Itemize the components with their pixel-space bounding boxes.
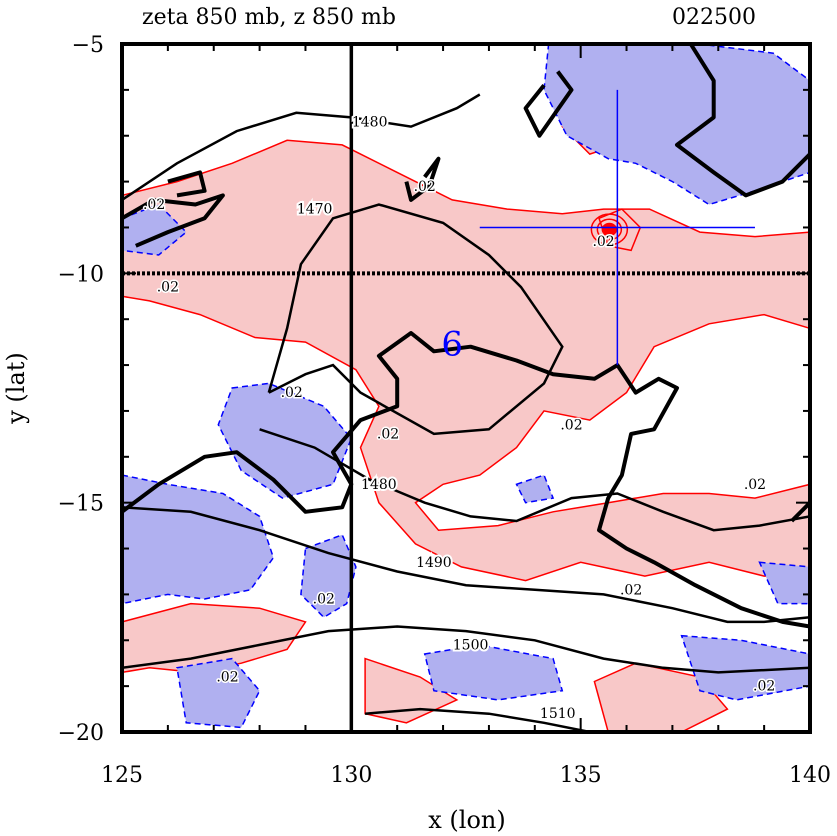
vortex-contour [601,222,618,237]
x-tick-label: 140 [789,763,831,788]
positive-vorticity-region [122,139,810,582]
chart-title: zeta 850 mb, z 850 mb [142,5,396,30]
vorticity-contour-label: .02 [592,234,614,250]
height-contour-label: 1490 [416,555,452,571]
negative-vorticity-region [217,382,353,499]
x-tick-label: 130 [330,763,372,788]
height-contour-label: 1480 [361,477,397,493]
coastline [404,156,441,202]
vorticity-contour-label: .02 [744,477,766,493]
x-tick-label: 125 [101,763,143,788]
height-contour-label: 1510 [540,706,576,722]
x-axis-label: x (lon) [428,806,505,834]
vorticity-contour-label: .02 [216,670,238,686]
vorticity-contour-label: .02 [414,179,436,195]
coastline [790,500,810,540]
height-contour-1500 [122,625,810,674]
vorticity-contour-label: .02 [620,582,642,598]
vorticity-contour-label: .02 [281,385,303,401]
tick-labels: 125 130 135 140 −5 −10 −15 −20 [58,33,831,788]
plot-content: 1470 1480 1480 1490 1500 1510 .02 .02 .02 .02 .02.… [122,44,810,732]
vorticity-contour-label: .02 [377,426,399,442]
vorticity-contour-label: .02 [143,197,165,213]
y-tick-label: −20 [58,721,104,746]
height-contour-1470 [267,203,564,436]
positive-vorticity-region [364,657,459,724]
coastline [675,44,810,198]
height-contour-1480 [122,93,481,201]
negative-vorticity-region [122,474,275,605]
vorticity-contour-label: .02 [560,417,582,433]
negative-vorticity-region [423,644,564,701]
vortex-contour [590,213,629,246]
height-contour-1510 [364,707,591,732]
y-tick-label: −10 [58,262,104,287]
storm-symbol-icon: 6 [441,325,463,365]
vortex-contour [596,218,623,241]
y-tick-label: −15 [58,492,104,517]
height-contour-label: 1470 [297,202,333,218]
x-tick-label: 135 [560,763,602,788]
negative-vorticity-region [176,657,261,729]
coastline [122,193,225,248]
negative-vorticity-region [300,533,357,619]
plot-frame [120,42,812,734]
y-axis-label: y (lat) [2,352,30,425]
negative-vorticity-region [680,634,810,701]
negative-vorticity-region [122,203,188,256]
height-contour-label: 1480 [352,115,388,131]
coastline [122,331,810,629]
negative-vorticity-region [758,561,810,605]
y-tick-label: −5 [72,33,104,58]
height-contour-1480 [259,428,810,532]
height-contour-label: 1500 [453,637,489,653]
positive-vorticity-region [122,602,307,674]
height-contour-1490 [122,506,810,624]
time-label: 022500 [672,5,756,30]
negative-vorticity-region [515,474,555,504]
coastline [167,170,207,198]
coastline [523,70,574,138]
vorticity-contour-label: .02 [313,592,335,608]
tick-marks [121,43,811,733]
negative-vorticity-region [543,44,810,206]
vorticity-contour-label: .02 [157,280,179,296]
vorticity-contour-label: .02 [753,679,775,695]
plot-area: 1470 1480 1480 1490 1500 1510 .02 .02 .02 .02 .02.… [120,42,812,734]
